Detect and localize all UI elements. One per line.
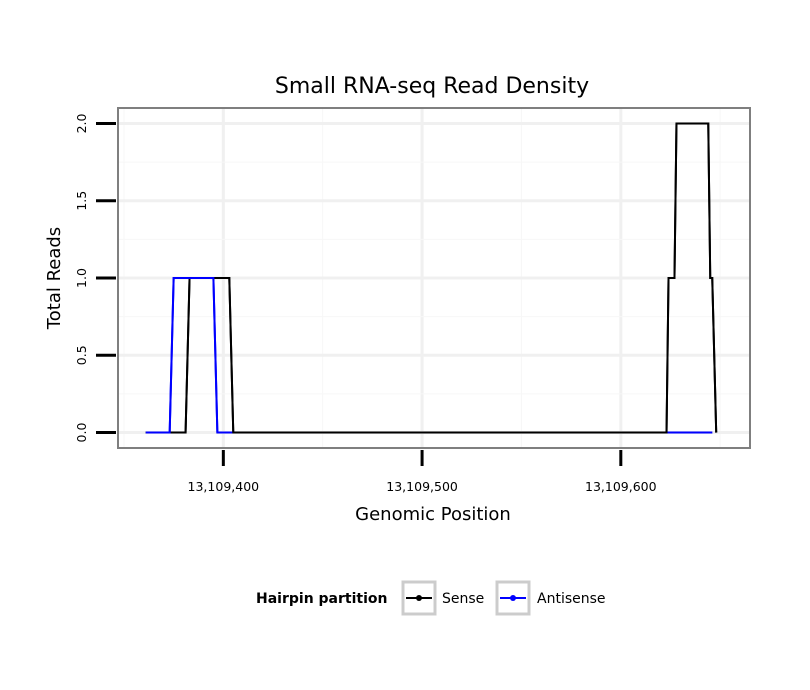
axes: 0.0 0.5 1.0 1.5 2.0 13,109,400 13,109,500 13,10…: [74, 113, 657, 494]
chart-title: Small RNA-seq Read Density: [275, 74, 589, 99]
x-axis-label: Genomic Position: [355, 504, 511, 525]
y-tick-label: 1.0: [74, 268, 89, 288]
y-tick-label: 1.5: [74, 191, 89, 211]
x-tick-label: 13,109,400: [188, 479, 260, 494]
y-axis-label: Total Reads: [44, 227, 65, 330]
plot-panel-border: [117, 107, 751, 449]
legend-title: Hairpin partition: [256, 591, 387, 607]
x-tick-label: 13,109,500: [386, 479, 458, 494]
y-tick-label: 2.0: [74, 113, 89, 133]
y-tick-label: 0.0: [74, 423, 89, 443]
legend: Hairpin partition Sense Antisense: [256, 580, 606, 616]
y-tick-label: 0.5: [74, 345, 89, 365]
series-layer: [145, 122, 718, 434]
series-line-antisense-overlay: [145, 277, 219, 434]
legend-key-point-sense: [416, 595, 422, 601]
legend-label-sense: Sense: [442, 591, 484, 607]
legend-key-point-antisense: [510, 595, 516, 601]
x-tick-label: 13,109,600: [585, 479, 657, 494]
legend-item-sense[interactable]: Sense: [401, 580, 484, 616]
legend-label-antisense: Antisense: [537, 591, 606, 607]
legend-item-antisense[interactable]: Antisense: [495, 580, 606, 616]
